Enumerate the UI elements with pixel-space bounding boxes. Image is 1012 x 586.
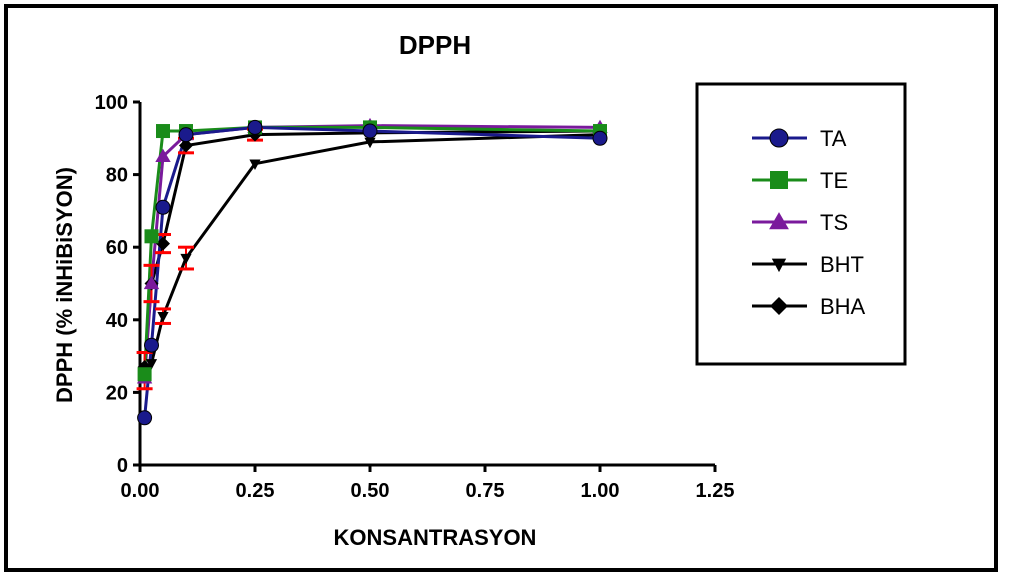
x-tick-label: 0.25 (236, 480, 275, 502)
chart-frame: DPPH 0.00 0.25 0.50 0.75 1.00 1.25 0 20 40 60 80 10… (4, 4, 998, 572)
data-point-te (156, 124, 170, 139)
x-tick-label: 0.75 (466, 480, 505, 502)
data-point-ta (137, 410, 153, 426)
series-line-bha (143, 129, 601, 368)
data-point-bha (179, 138, 193, 153)
data-point-bht (180, 253, 192, 265)
data-point-bht (157, 311, 169, 323)
data-point-ta (144, 337, 159, 353)
x-tick-label: 1.00 (581, 480, 620, 502)
chart-title: DPPH (399, 30, 471, 60)
legend-label-ta: TA (820, 126, 847, 151)
y-axis-label: DPPH (% iNHiBiSYON) (52, 167, 77, 403)
legend: TA TE TS BHT BHA (695, 82, 907, 366)
chart: DPPH 0.00 0.25 0.50 0.75 1.00 1.25 0 20 40 60 80 10… (52, 30, 907, 550)
legend-label-te: TE (820, 168, 848, 193)
y-tick-label: 100 (95, 92, 128, 114)
data-point-bht (249, 159, 261, 171)
legend-label-ts: TS (820, 210, 848, 235)
x-tick-label: 0.00 (121, 480, 160, 502)
data-point-te (137, 367, 152, 382)
data-point-ts (155, 148, 171, 163)
legend-marker-bha (770, 297, 788, 315)
x-tick-label: 1.25 (696, 480, 735, 502)
y-tick-label: 20 (106, 382, 128, 404)
data-point-te (144, 229, 159, 244)
data-point-bht (364, 137, 376, 149)
data-point-ta (592, 130, 608, 146)
data-point-ta (178, 127, 194, 143)
y-tick-label: 60 (106, 237, 128, 259)
legend-marker-ts (769, 212, 789, 230)
data-point-bha (156, 236, 170, 251)
series-line-ta (143, 125, 601, 418)
legend-label-bht: BHT (820, 252, 864, 277)
data-point-ts (143, 275, 160, 290)
legend-marker-ta (769, 128, 789, 148)
y-tick-label: 40 (106, 310, 128, 332)
series-line-te (143, 125, 601, 375)
legend-marker-bht (771, 258, 787, 273)
plot-area: 0.00 0.25 0.50 0.75 1.00 1.25 0 20 40 60 80 100 (95, 92, 735, 502)
legend-label-bha: BHA (820, 294, 866, 319)
data-point-ta (155, 199, 171, 215)
series-line-ts (143, 124, 601, 378)
y-tick-label: 80 (106, 165, 128, 187)
x-axis-label: KONSANTRASYON (334, 525, 537, 550)
data-point-ta (247, 119, 263, 135)
legend-marker-te (770, 171, 788, 189)
x-tick-label: 0.50 (351, 480, 390, 502)
series-line-bht (143, 133, 601, 372)
data-point-ta (362, 123, 378, 139)
legend-box (695, 82, 907, 366)
y-tick-label: 0 (117, 455, 128, 477)
data-point-bht (145, 359, 158, 370)
